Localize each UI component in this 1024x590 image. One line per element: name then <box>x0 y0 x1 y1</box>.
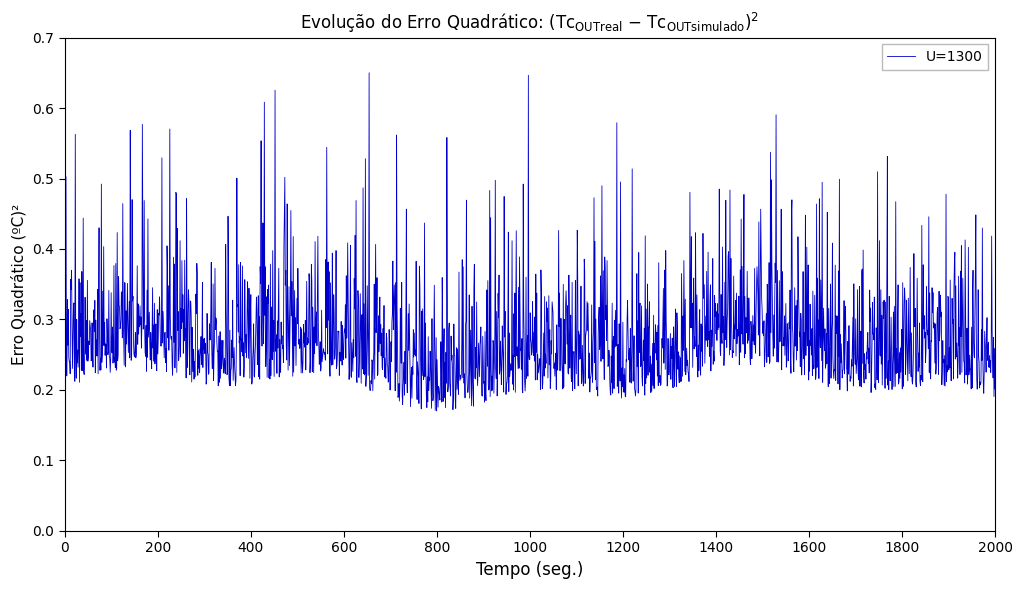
X-axis label: Tempo (seg.): Tempo (seg.) <box>476 561 584 579</box>
U=1300 <box>989 353 1001 360</box>
U=1300 <box>512 365 524 372</box>
U=1300 <box>964 367 976 374</box>
U=1300 <box>487 339 500 346</box>
U=1300 <box>58 358 71 365</box>
Legend: U=1300: U=1300 <box>882 44 988 70</box>
Y-axis label: Erro Quadrático (ºC)²: Erro Quadrático (ºC)² <box>11 204 27 365</box>
U=1300 <box>362 69 375 76</box>
U=1300 <box>430 407 442 414</box>
U=1300 <box>963 371 975 378</box>
Line: U=1300: U=1300 <box>65 73 995 411</box>
U=1300 <box>793 283 805 290</box>
Title: Evolução do Erro Quadrático: (Tc$_{\mathregular{OUT real}}$ $-$ Tc$_{\mathregula: Evolução do Erro Quadrático: (Tc$_{\math… <box>300 11 760 35</box>
U=1300 <box>105 349 118 356</box>
